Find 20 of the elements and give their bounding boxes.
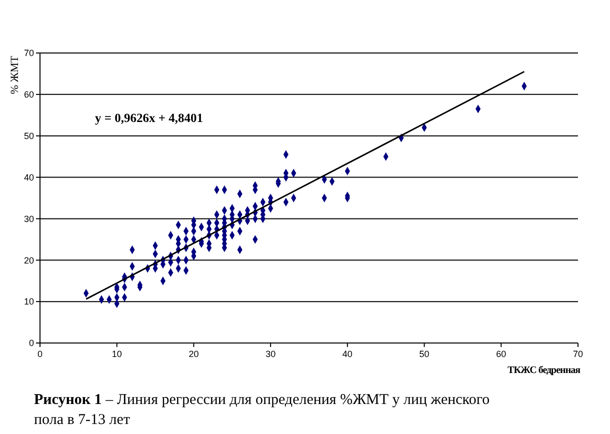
- x-tick-label: 60: [496, 349, 506, 359]
- x-tick-label: 30: [266, 349, 276, 359]
- y-tick-label: 0: [28, 338, 34, 348]
- text: Рисунок 1 – Линия регрессии для определения %ЖМТ у лиц женского пола в 7-13 лет: [34, 392, 490, 428]
- annotation: y = 0,9626x + 4,8401: [95, 110, 203, 125]
- x-axis-title: ТКЖС бедренная: [508, 365, 582, 376]
- x-tick-label: 70: [572, 349, 584, 359]
- x-tick-label: 50: [419, 349, 430, 359]
- y-tick-label: 70: [24, 48, 34, 58]
- y-tick-label: 50: [24, 131, 34, 142]
- x-tick-label: 0: [37, 349, 43, 359]
- x-tick-label: 10: [112, 349, 122, 359]
- y-tick-label: 40: [24, 172, 34, 182]
- y-axis-title: % ЖМТ: [9, 56, 21, 94]
- x-tick-label: 40: [342, 349, 352, 359]
- y-tick-label: 10: [24, 296, 34, 307]
- y-tick-label: 30: [24, 214, 34, 224]
- y-tick-label: 20: [24, 255, 34, 266]
- y-tick-label: 60: [24, 90, 34, 100]
- x-tick-label: 20: [188, 349, 199, 359]
